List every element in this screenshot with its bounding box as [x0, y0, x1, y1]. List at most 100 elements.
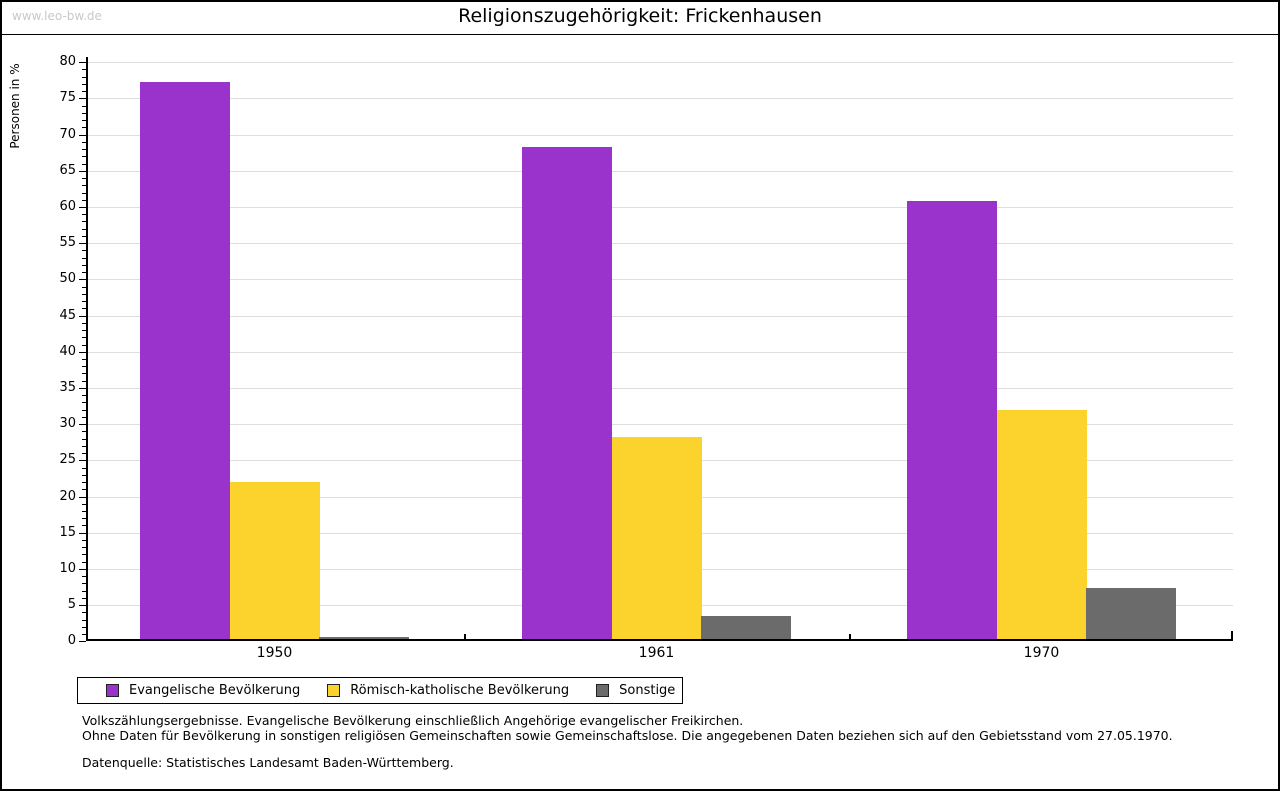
y-major-tick-0 — [79, 641, 86, 642]
y-minor-tick — [82, 301, 86, 302]
y-minor-tick — [82, 141, 86, 143]
legend-label-sonstige: Sonstige — [619, 683, 676, 698]
y-tick-label-0: 0 — [67, 633, 76, 648]
gridline-55 — [88, 243, 1233, 244]
x-axis-end-tick — [1231, 631, 1233, 639]
y-major-tick-45 — [79, 315, 86, 317]
y-minor-tick — [82, 539, 86, 541]
y-minor-tick — [82, 91, 86, 92]
gridline-70 — [88, 134, 1233, 136]
y-minor-tick — [82, 185, 86, 186]
y-minor-tick — [82, 199, 86, 201]
bar-1970-evangelische — [907, 201, 997, 641]
y-minor-tick — [82, 308, 86, 309]
chart-title: Religionszugehörigkeit: Frickenhausen — [458, 5, 822, 27]
y-minor-tick — [82, 250, 86, 251]
bar-1961-evangelische — [522, 146, 612, 641]
bar-1961-katholische — [611, 437, 702, 641]
footnote-line-2: Ohne Daten für Bevölkerung in sonstigen … — [82, 728, 1173, 743]
x-tick-label-1961: 1961 — [638, 645, 675, 661]
y-minor-tick — [82, 510, 86, 512]
y-minor-tick — [82, 576, 86, 577]
y-tick-label-15: 15 — [59, 524, 76, 540]
y-tick-label-50: 50 — [59, 271, 76, 286]
y-major-tick-35 — [79, 387, 86, 389]
legend-swatch-evangelische — [106, 684, 119, 697]
y-minor-tick — [82, 286, 86, 288]
y-minor-tick — [82, 120, 86, 121]
y-minor-tick — [82, 474, 86, 476]
y-minor-tick — [82, 344, 86, 346]
y-major-tick-75 — [79, 98, 86, 99]
x-tick-label-1950: 1950 — [256, 645, 293, 661]
y-minor-tick — [82, 380, 86, 382]
legend-swatch-sonstige — [596, 684, 610, 697]
y-minor-tick — [82, 156, 86, 157]
legend-label-evangelische: Evangelische Bevölkerung — [129, 683, 301, 698]
y-major-tick-65 — [79, 170, 86, 172]
x-group-separator-tick-1 — [849, 634, 851, 639]
y-minor-tick — [82, 322, 86, 324]
y-minor-tick — [82, 619, 86, 621]
y-tick-label-55: 55 — [59, 235, 76, 250]
y-major-tick-40 — [79, 351, 86, 353]
y-axis-title: Personen in % — [8, 63, 22, 149]
legend-item-sonstige: Sonstige — [596, 683, 675, 698]
y-minor-tick — [82, 482, 86, 483]
bar-1950-evangelische — [140, 81, 230, 641]
y-minor-tick — [82, 547, 86, 548]
y-minor-tick — [82, 366, 86, 367]
y-major-tick-20 — [79, 496, 86, 498]
gridline-80 — [88, 62, 1233, 63]
y-tick-label-30: 30 — [59, 416, 76, 431]
y-tick-label-75: 75 — [59, 90, 76, 105]
y-tick-label-65: 65 — [59, 162, 76, 178]
y-minor-tick — [82, 192, 86, 194]
y-minor-tick — [82, 395, 86, 396]
y-minor-tick — [82, 337, 86, 338]
y-minor-tick — [82, 561, 86, 563]
watermark: www.leo-bw.de — [12, 9, 102, 23]
y-minor-tick — [82, 518, 86, 519]
y-minor-tick — [82, 489, 86, 490]
y-minor-tick — [82, 597, 86, 599]
y-minor-tick — [82, 467, 86, 469]
footnote-source: Datenquelle: Statistisches Landesamt Bad… — [82, 755, 454, 770]
y-minor-tick — [82, 626, 86, 628]
footnote-line-1: Volkszählungsergebnisse. Evangelische Be… — [82, 713, 744, 728]
y-major-tick-30 — [79, 424, 86, 425]
y-major-tick-25 — [79, 460, 86, 461]
y-minor-tick — [82, 402, 86, 403]
y-axis-line — [86, 57, 88, 641]
y-minor-tick — [82, 431, 86, 432]
title-bar: Religionszugehörigkeit: Frickenhausen ww… — [2, 2, 1278, 35]
x-group-separator-tick-0 — [464, 634, 466, 639]
y-minor-tick — [82, 634, 86, 635]
y-minor-tick — [82, 214, 86, 215]
gridline-65 — [88, 170, 1233, 172]
y-minor-tick — [82, 583, 86, 584]
y-tick-label-5: 5 — [67, 597, 76, 612]
y-minor-tick — [82, 612, 86, 613]
y-tick-label-70: 70 — [59, 126, 76, 142]
y-minor-tick — [82, 330, 86, 331]
legend: Evangelische Bevölkerung Römisch-katholis… — [77, 677, 683, 704]
y-minor-tick — [82, 149, 86, 150]
legend-label-katholische: Römisch-katholische Bevölkerung — [350, 683, 570, 698]
y-minor-tick — [82, 178, 86, 179]
y-minor-tick — [82, 76, 86, 78]
gridline-30 — [88, 424, 1233, 425]
gridline-60 — [88, 207, 1233, 208]
y-major-tick-15 — [79, 532, 86, 534]
y-minor-tick — [82, 358, 86, 360]
gridline-35 — [88, 387, 1233, 389]
y-tick-label-20: 20 — [59, 488, 76, 504]
y-major-tick-50 — [79, 279, 86, 280]
y-minor-tick — [82, 105, 86, 107]
x-axis-line — [86, 639, 1233, 641]
y-minor-tick — [82, 503, 86, 505]
y-minor-tick — [82, 373, 86, 374]
legend-item-katholische: Römisch-katholische Bevölkerung — [327, 683, 569, 698]
y-minor-tick — [82, 525, 86, 526]
y-minor-tick — [82, 445, 86, 447]
